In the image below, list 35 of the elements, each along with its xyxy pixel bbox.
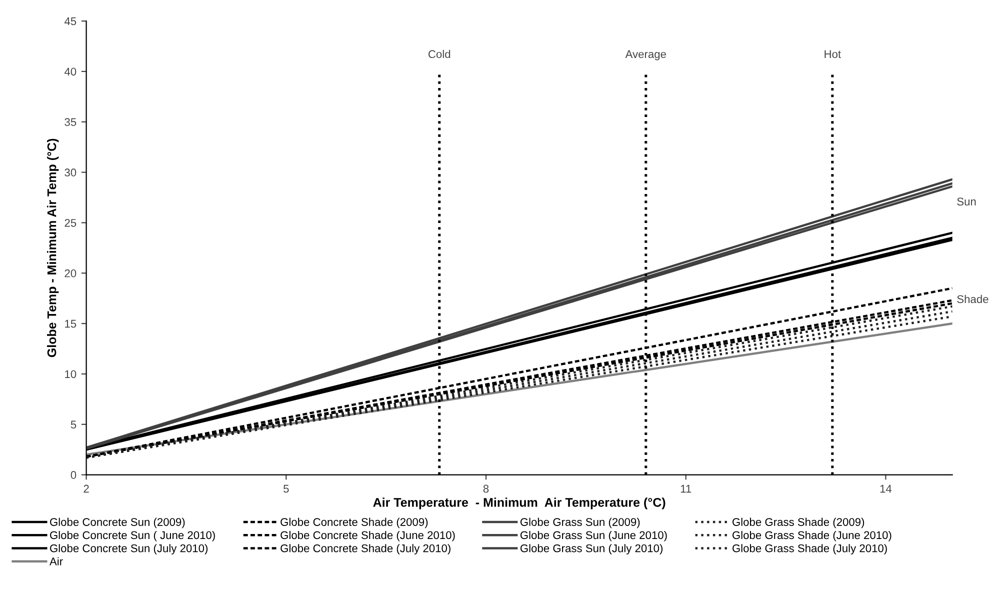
text: Sun [957, 198, 976, 206]
y-tick-label: 20 [64, 269, 76, 278]
y-tick-label: 5 [70, 420, 76, 429]
ref-line-label: Hot [824, 50, 841, 58]
y-tick-label: 40 [64, 68, 76, 76]
legend-label: Globe Concrete Sun (July 2010) [50, 544, 208, 554]
y-tick-label: 30 [64, 168, 76, 176]
legend-label: Globe Grass Sun (2009) [520, 518, 640, 528]
legend-label: Globe Concrete Sun (2009) [50, 518, 185, 528]
legend-label: Globe Grass Shade (July 2010) [732, 544, 887, 554]
legend-label: Globe Concrete Shade (July 2010) [280, 544, 450, 554]
legend-label: Globe Grass Shade (June 2010) [732, 530, 892, 542]
legend-label: Globe Concrete Sun ( June 2010) [50, 530, 215, 542]
text: Shade [957, 294, 988, 304]
y-tick-label: 10 [65, 370, 76, 378]
legend-label: Globe Concrete Shade (2009) [280, 518, 428, 528]
ref-line-label: Cold [428, 50, 450, 58]
x-tick-label: 5 [284, 484, 289, 493]
x-tick-label: 8 [483, 484, 489, 493]
x-tick-label: 11 [680, 484, 692, 493]
y-tick-label: 25 [64, 218, 76, 227]
legend-label: Air [49, 557, 63, 566]
x-tick-label: 14 [880, 484, 892, 493]
y-tick-label: 35 [64, 118, 76, 126]
legend-label: Globe Grass Sun (June 2010) [520, 530, 667, 542]
y-tick-label: 45 [64, 17, 76, 26]
x-axis-title: Air Temperature - Minimum Air Temperature (°C) [373, 498, 666, 510]
ref-line-label: Average [625, 50, 666, 60]
legend-label: Globe Grass Shade (2009) [732, 518, 864, 528]
legend-label: Globe Concrete Shade (June 2010) [280, 530, 455, 542]
y-tick-label: 15 [65, 320, 76, 328]
y-tick-label: 0 [70, 471, 76, 479]
y-axis-title: Globe Temp - Minimum Air Temp (°C) [47, 138, 59, 358]
x-tick-label: 2 [84, 484, 89, 493]
legend-label: Globe Grass Sun (July 2010) [520, 544, 662, 554]
